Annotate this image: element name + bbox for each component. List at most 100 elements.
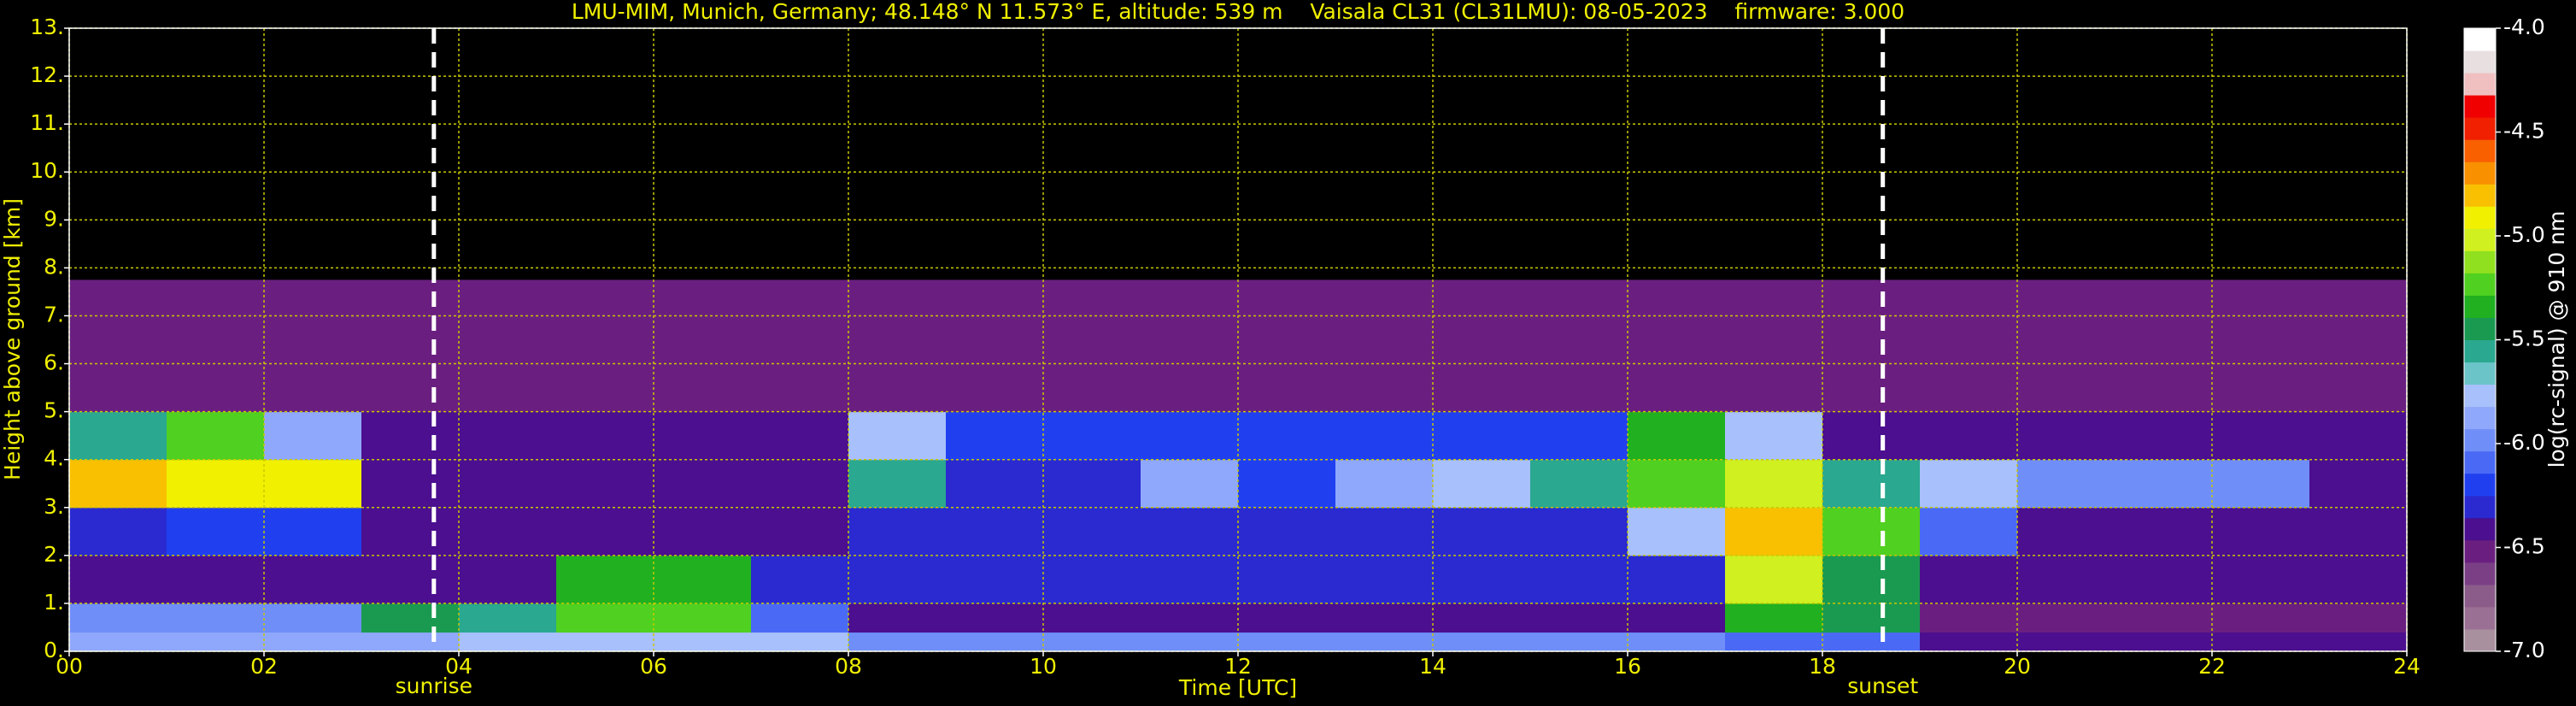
heatmap-cell: [2017, 459, 2115, 509]
heatmap-cell: [1141, 555, 1239, 604]
x-tick-label: 14: [1419, 654, 1446, 679]
y-tick-label: 1.: [44, 590, 64, 615]
x-tick-label: 06: [640, 654, 667, 679]
heatmap-cell: [1238, 459, 1336, 509]
colorbar-tick-label: -5.5: [2503, 327, 2545, 351]
heatmap-cell: [556, 411, 654, 461]
heatmap-cell: [167, 459, 265, 509]
heatmap-cell: [69, 507, 167, 556]
heatmap-cell: [946, 507, 1044, 556]
x-tick-label: 16: [1614, 654, 1641, 679]
heatmap-cell: [1920, 632, 2018, 652]
heatmap-cell: [1628, 411, 1726, 461]
heatmap-cell: [167, 279, 265, 413]
heatmap-cell: [361, 632, 460, 652]
heatmap-cell: [654, 507, 752, 556]
heatmap-cell: [2212, 459, 2310, 509]
x-tick-label: 20: [2004, 654, 2031, 679]
y-axis-label: Height above ground [km]: [0, 198, 25, 480]
heatmap-cell: [1433, 603, 1531, 633]
colorbar-segment: [2464, 273, 2496, 296]
colorbar-tick-label: -5.0: [2503, 222, 2545, 247]
heatmap-cell: [654, 555, 752, 604]
colorbar-segment: [2464, 295, 2496, 318]
y-tick-label: 5.: [44, 398, 64, 423]
x-tick-label: 00: [56, 654, 83, 679]
heatmap-cell: [556, 632, 654, 652]
heatmap-cell: [1920, 411, 2018, 461]
heatmap-cell: [1920, 279, 2018, 413]
heatmap-cell: [1530, 279, 1628, 413]
heatmap-cell: [264, 632, 362, 652]
y-tick-label: 11.: [30, 110, 64, 135]
colorbar-segment: [2464, 450, 2496, 474]
x-tick-label: 18: [1809, 654, 1836, 679]
heatmap-cell: [264, 555, 362, 604]
heatmap-cell: [459, 632, 557, 652]
colorbar-segment: [2464, 117, 2496, 140]
heatmap-cell: [946, 555, 1044, 604]
heatmap-cell: [2309, 459, 2408, 509]
heatmap-cell: [459, 459, 557, 509]
heatmap-cell: [848, 411, 947, 461]
heatmap-cell: [1238, 279, 1336, 413]
heatmap-cell: [1433, 632, 1531, 652]
heatmap-cell: [848, 603, 947, 633]
heatmap-cell: [2309, 603, 2408, 633]
heatmap-cell: [2309, 507, 2408, 556]
heatmap-cell: [1238, 603, 1336, 633]
heatmap-cell: [654, 459, 752, 509]
colorbar-segment: [2464, 317, 2496, 340]
heatmap-cell: [946, 459, 1044, 509]
colorbar-segment: [2464, 206, 2496, 229]
heatmap-cell: [1628, 632, 1726, 652]
heatmap-cell: [1238, 632, 1336, 652]
heatmap-cell: [848, 459, 947, 509]
heatmap-cell: [69, 603, 167, 633]
heatmap-cell: [1141, 279, 1239, 413]
x-tick-label: 10: [1030, 654, 1057, 679]
heatmap-cell: [167, 507, 265, 556]
annotation-label: sunrise: [396, 674, 472, 698]
heatmap-cell: [361, 507, 460, 556]
colorbar-segment: [2464, 473, 2496, 497]
heatmap-cell: [946, 603, 1044, 633]
heatmap-cell: [751, 459, 849, 509]
heatmap-cell: [1530, 555, 1628, 604]
heatmap-cell: [361, 411, 460, 461]
y-tick-label: 13.: [30, 15, 64, 39]
heatmap-cell: [556, 603, 654, 633]
heatmap-cell: [1920, 555, 2018, 604]
colorbar-segment: [2464, 628, 2496, 652]
heatmap-cell: [1141, 411, 1239, 461]
heatmap-cell: [556, 507, 654, 556]
heatmap-cell: [654, 632, 752, 652]
heatmap-cell: [2309, 632, 2408, 652]
colorbar-segment: [2464, 139, 2496, 162]
heatmap-cell: [556, 279, 654, 413]
heatmap-cell: [1141, 507, 1239, 556]
colorbar-segment: [2464, 539, 2496, 563]
colorbar-tick-label: -6.5: [2503, 534, 2545, 559]
heatmap-cell: [556, 555, 654, 604]
heatmap-cell: [1725, 603, 1823, 633]
heatmap-cell: [1920, 459, 2018, 509]
heatmap-cell: [2017, 507, 2115, 556]
heatmap-cell: [2115, 603, 2213, 633]
heatmap-cell: [2309, 411, 2408, 461]
heatmap-cell: [848, 279, 947, 413]
plot-frame: [68, 27, 2408, 652]
heatmap-cell: [946, 279, 1044, 413]
heatmap-cell: [2017, 603, 2115, 633]
heatmap-cell: [167, 632, 265, 652]
colorbar-tick-label: -4.5: [2503, 119, 2545, 144]
heatmap-cell: [1822, 555, 1921, 604]
colorbar-segment: [2464, 50, 2496, 74]
heatmap-cell: [1725, 411, 1823, 461]
heatmap-cell: [1043, 459, 1141, 509]
heatmap-cell: [2017, 279, 2115, 413]
heatmap-cell: [1725, 507, 1823, 556]
heatmap-cell: [654, 603, 752, 633]
heatmap-cell: [264, 459, 362, 509]
